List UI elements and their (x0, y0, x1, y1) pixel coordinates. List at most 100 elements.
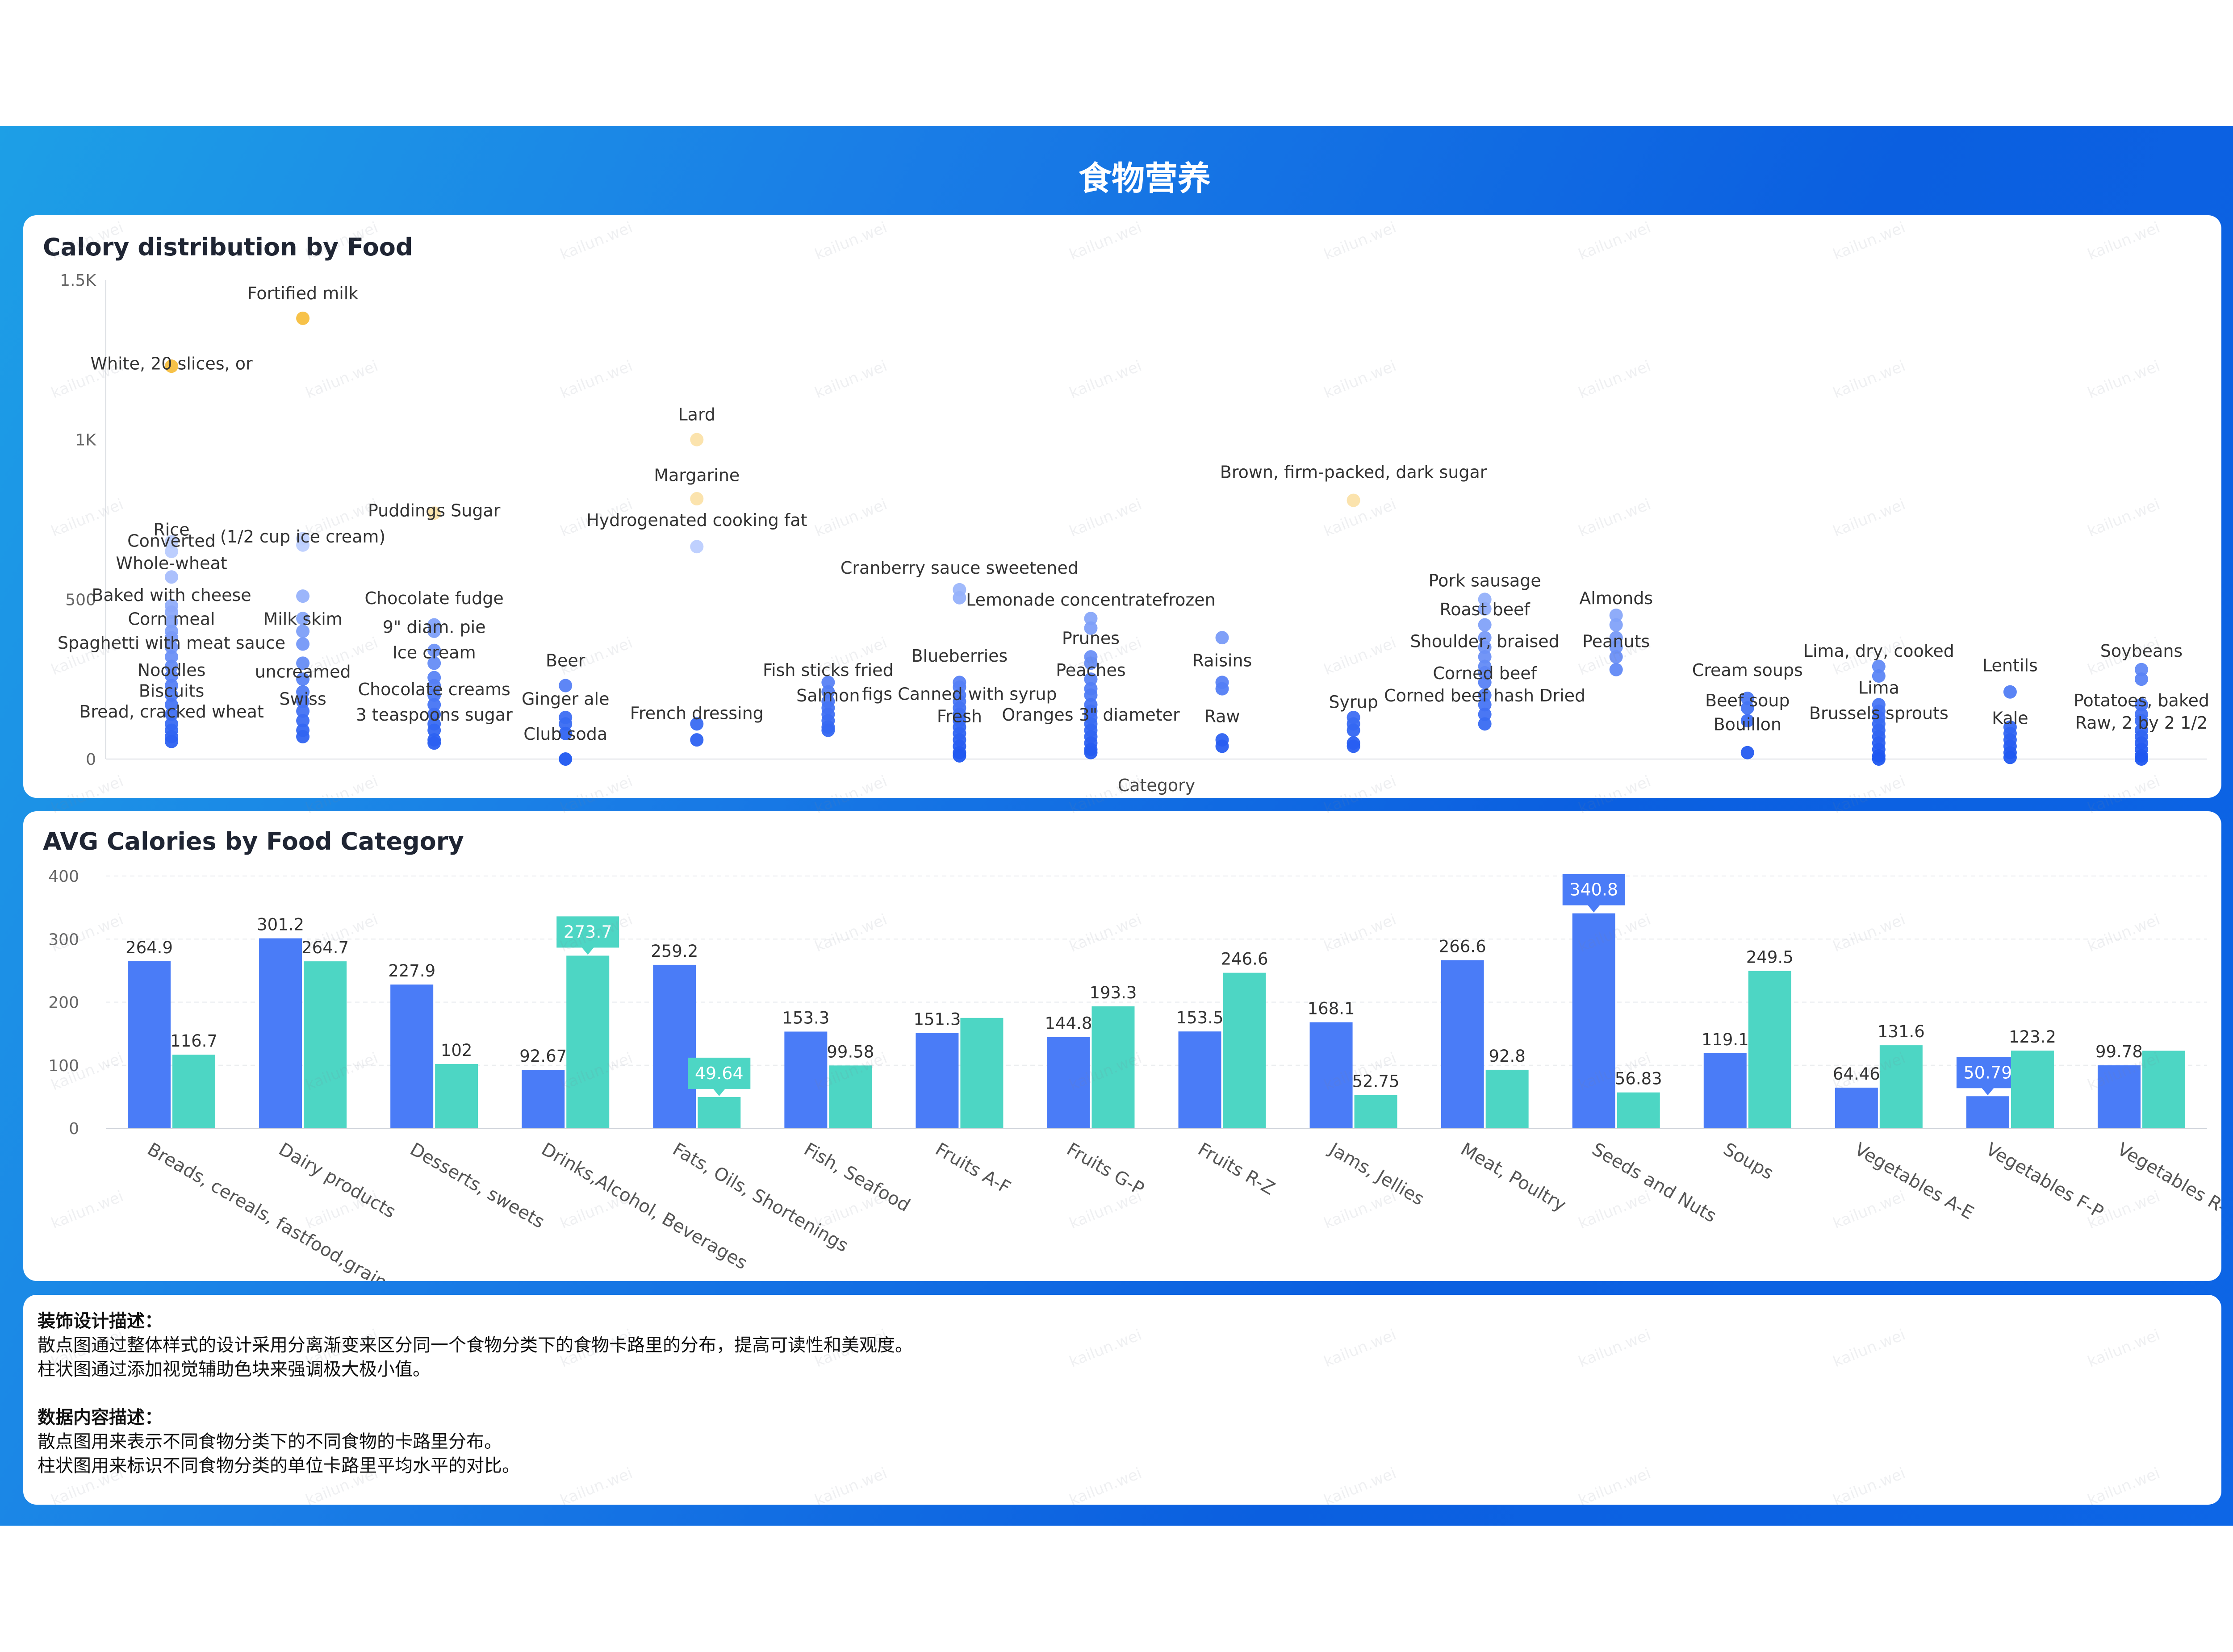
point-label: figs Canned with syrup (862, 684, 1057, 704)
scatter-point (1740, 746, 1754, 759)
description-card: 装饰设计描述： 散点图通过整体样式的设计采用分离渐变来区分同一个食物分类下的食物… (23, 1295, 2221, 1505)
point-label: Soybeans (2100, 641, 2183, 661)
bar (960, 1018, 1004, 1128)
scatter-point (1609, 618, 1623, 632)
scatter-point (1609, 631, 1623, 645)
scatter-point (1478, 676, 1492, 689)
scatter-point (427, 624, 441, 638)
scatter-point (296, 589, 310, 603)
x-tick-label: Desserts, sweets (406, 1139, 548, 1233)
point-label: (1/2 cup ice cream) (220, 527, 385, 546)
scatter-point (296, 624, 310, 638)
point-label: Lima, dry, cooked (1803, 641, 1954, 661)
bar-chart-card: AVG Calories by Food Category 0 100 200 300… (23, 811, 2221, 1281)
scatter-point (296, 311, 310, 325)
scatter-point (1872, 659, 1886, 673)
y-tick-label: 200 (48, 994, 79, 1012)
scatter-point (559, 726, 573, 740)
bar (784, 1031, 828, 1128)
bar (1703, 1053, 1747, 1128)
scatter-chart-title: Calory distribution by Food (43, 233, 413, 261)
scatter-point (165, 615, 179, 629)
scatter-point (1346, 493, 1360, 507)
scatter-point (2134, 672, 2148, 686)
scatter-point (1872, 669, 1886, 683)
point-label: Lard (678, 405, 716, 425)
bar-value-label: 49.64 (695, 1064, 744, 1083)
bar-value-label: 168.1 (1308, 999, 1355, 1018)
bar (2011, 1050, 2054, 1128)
bar (304, 961, 347, 1128)
bar-value-label: 264.7 (301, 938, 349, 957)
scatter-point (1084, 656, 1098, 670)
highlight-callout-pointer (1587, 905, 1600, 913)
scatter-point (690, 733, 704, 747)
scatter-point (1478, 631, 1492, 645)
scatter-point (2134, 714, 2148, 728)
point-label: Pork sausage (1429, 571, 1541, 591)
point-label: Corn meal (128, 609, 215, 629)
y-tick-label: 1K (75, 431, 96, 450)
bar-value-label: 153.5 (1176, 1008, 1224, 1027)
y-tick-label: 400 (48, 868, 79, 886)
highlight-callout (556, 916, 619, 948)
bar (1091, 1006, 1135, 1128)
scatter-point (1215, 682, 1229, 696)
bar-value-label: 102 (441, 1041, 473, 1060)
bar (653, 964, 696, 1128)
scatter-point (559, 679, 573, 693)
scatter-point (1872, 752, 1886, 766)
point-label: Salmon (796, 686, 860, 705)
scatter-point (690, 492, 704, 506)
bar-value-label: 227.9 (388, 961, 435, 980)
scatter-point (296, 538, 310, 552)
point-label: Raw, 2 by 2 1/2 (2075, 713, 2208, 733)
bar-value-label: 99.58 (827, 1042, 874, 1061)
scatter-point (427, 698, 441, 712)
x-axis-title: Category (1118, 776, 1196, 795)
point-label: Almonds (1579, 588, 1653, 608)
data-line: 散点图用来表示不同食物分类下的不同食物的卡路里分布。 (38, 1431, 502, 1452)
scatter-point (1478, 602, 1492, 616)
bar (698, 1097, 741, 1128)
y-tick-label: 100 (48, 1057, 79, 1075)
data-heading: 数据内容描述： (38, 1407, 163, 1428)
scatter-point (1609, 609, 1623, 622)
point-label: Potatoes, baked (2074, 691, 2209, 710)
point-label: Ice cream (393, 643, 476, 663)
point-label: Puddings Sugar (368, 501, 501, 520)
x-tick-label: Fruits A-F (932, 1139, 1014, 1198)
scatter-point (1478, 717, 1492, 731)
scatter-point (1609, 640, 1623, 654)
point-label: Brussels sprouts (1809, 704, 1949, 723)
point-label: Ginger ale (522, 689, 610, 709)
point-label: White, 20 slices, or (90, 354, 252, 373)
bar (566, 955, 610, 1128)
scatter-point (1478, 688, 1492, 702)
scatter-point (2003, 685, 2017, 699)
point-label: Oranges 3" diameter (1002, 705, 1180, 725)
scatter-chart: 0 500 1K 1.5K Category White, 20 slices, or Ri… (58, 271, 2209, 795)
scatter-point (165, 659, 179, 673)
point-label: Cream soups (1692, 660, 1803, 680)
point-label: Fish sticks fried (763, 660, 894, 680)
point-label: Raw (1204, 707, 1240, 726)
description-text: 装饰设计描述： 散点图通过整体样式的设计采用分离渐变来区分同一个食物分类下的食物… (38, 1309, 913, 1478)
bar (1879, 1045, 1923, 1128)
scatter-point (165, 570, 179, 584)
scatter-point (690, 717, 704, 731)
scatter-point (1478, 618, 1492, 632)
scatter-point (2003, 751, 2017, 764)
bar-value-label: 259.2 (651, 942, 698, 961)
bar-value-label: 52.75 (1352, 1072, 1400, 1091)
bar-value-label: 64.46 (1833, 1064, 1880, 1084)
point-label: Roast beef (1440, 600, 1531, 619)
point-label: 3 teaspoons sugar (356, 705, 513, 725)
scatter-point (1084, 612, 1098, 626)
highlight-callout (1562, 874, 1625, 905)
point-label: Bread, cracked wheat (79, 702, 263, 722)
scatter-point (165, 640, 179, 654)
bar (1441, 960, 1484, 1128)
point-label: Club soda (523, 724, 607, 744)
highlight-callout (1956, 1057, 2019, 1089)
